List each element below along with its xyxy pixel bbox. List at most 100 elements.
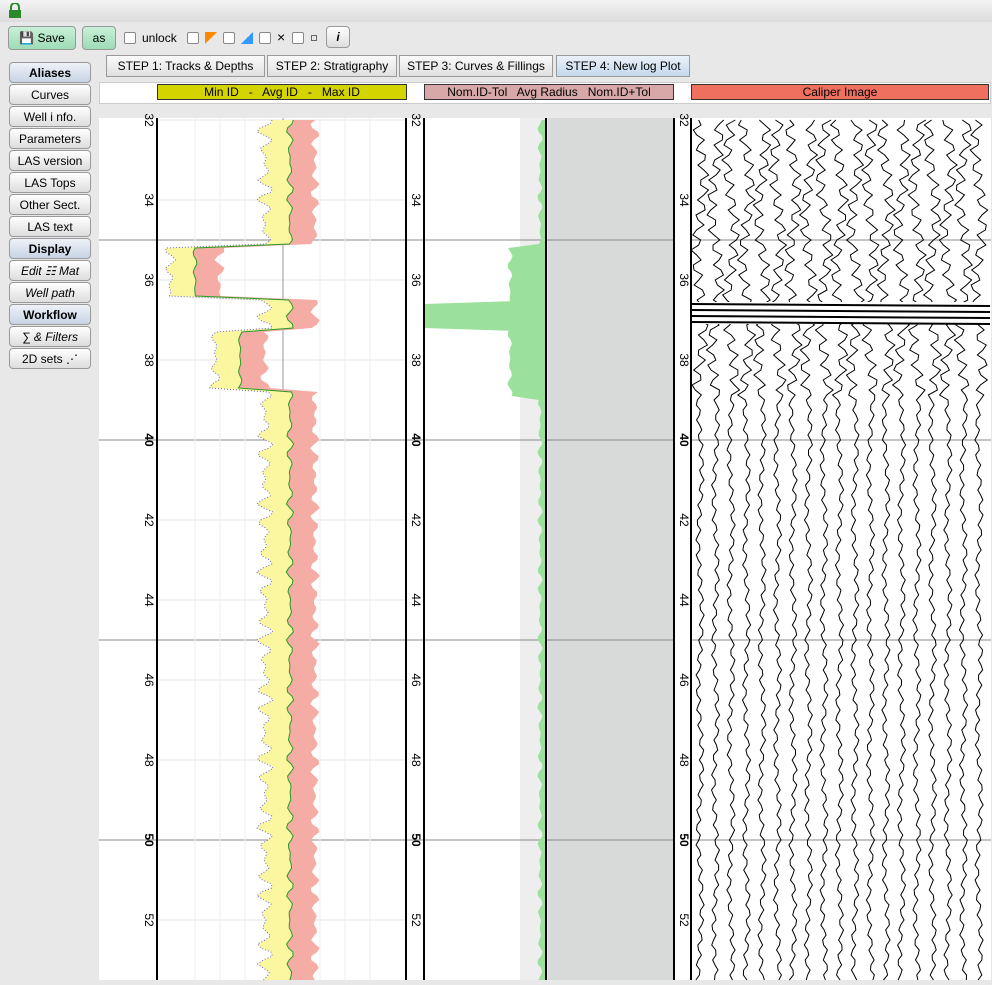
sidebar-item[interactable]: ∑ & Filters — [9, 326, 91, 347]
sidebar-item[interactable]: Edit ☷ Mat — [9, 260, 91, 281]
depth-label: 36 — [142, 273, 156, 287]
tab[interactable]: STEP 3: Curves & Fillings — [399, 55, 553, 77]
caliper-streak — [690, 303, 991, 307]
depth-label: 34 — [409, 193, 423, 207]
caliper-trace — [907, 119, 927, 981]
depth-label: 32 — [142, 113, 156, 127]
as-button[interactable]: as — [82, 26, 116, 50]
min-avg-fill — [165, 120, 294, 980]
avg-curve — [192, 119, 295, 981]
track-header: Nom.ID-Tol Avg Radius Nom.ID+Tol — [424, 84, 674, 100]
depth-label: 38 — [142, 353, 156, 367]
sidebar-item[interactable]: Curves — [9, 84, 91, 105]
radius-spike — [424, 300, 546, 332]
depth-label: 32 — [409, 113, 423, 127]
checkbox[interactable] — [187, 32, 199, 44]
depth-label: 32 — [677, 113, 691, 127]
radius-fill — [507, 120, 546, 980]
caliper-trace — [953, 119, 973, 981]
caliper-trace — [784, 119, 803, 981]
sidebar-item[interactable]: Well path — [9, 282, 91, 303]
unlock-checkbox[interactable] — [124, 32, 136, 44]
save-button[interactable]: 💾 Save — [8, 26, 76, 50]
tab[interactable]: STEP 2: Stratigraphy — [267, 55, 397, 77]
sidebar-item[interactable]: Aliases — [9, 62, 91, 83]
depth-label: 34 — [142, 193, 156, 207]
caliper-streak — [690, 309, 991, 313]
depth-label: 36 — [677, 273, 691, 287]
caliper-trace — [891, 119, 911, 981]
checkbox[interactable] — [259, 32, 271, 44]
sidebar-item[interactable]: LAS version — [9, 150, 91, 171]
info-button[interactable]: i — [326, 26, 350, 48]
caliper-trace — [798, 119, 819, 981]
tab[interactable]: STEP 4: New log Plot — [556, 55, 690, 77]
depth-label: 38 — [677, 353, 691, 367]
caliper-trace — [829, 119, 850, 981]
depth-label: 46 — [409, 673, 423, 687]
track-header: Caliper Image — [691, 84, 989, 100]
depth-label: 40 — [677, 433, 691, 447]
caliper-trace — [767, 119, 788, 981]
caliper-trace — [690, 119, 710, 981]
caliper-trace — [938, 119, 958, 981]
caliper-trace — [736, 119, 757, 981]
depth-label: 44 — [677, 593, 691, 607]
sidebar-item[interactable]: Other Sect. — [9, 194, 91, 215]
caliper-trace — [969, 119, 989, 981]
avg-max-fill — [193, 120, 320, 980]
depth-label: 44 — [409, 593, 423, 607]
cross-icon: × — [277, 29, 286, 45]
depth-label: 44 — [142, 593, 156, 607]
fill-icon — [205, 32, 217, 44]
unlock-label: unlock — [142, 31, 177, 45]
depth-label: 48 — [142, 753, 156, 767]
depth-label: 50 — [142, 833, 156, 847]
depth-label: 34 — [677, 193, 691, 207]
depth-label: 36 — [409, 273, 423, 287]
depth-label: 40 — [142, 433, 156, 447]
sidebar-item[interactable]: LAS text — [9, 216, 91, 237]
lock-icon — [9, 3, 21, 18]
depth-label: 40 — [409, 433, 423, 447]
depth-label: 52 — [409, 913, 423, 927]
tab[interactable]: STEP 1: Tracks & Depths — [106, 55, 265, 77]
sidebar-item[interactable]: LAS Tops — [9, 172, 91, 193]
title-bar — [0, 0, 992, 22]
sidebar-item[interactable]: Workflow — [9, 304, 91, 325]
depth-label: 42 — [409, 513, 423, 527]
track-header: Min ID - Avg ID - Max ID — [157, 84, 407, 100]
caliper-trace — [861, 119, 880, 981]
caliper-trace — [721, 119, 741, 981]
depth-label: 52 — [142, 913, 156, 927]
checkbox[interactable] — [223, 32, 235, 44]
square-icon — [311, 35, 317, 41]
sidebar-item[interactable]: Well i nfo. — [9, 106, 91, 127]
depth-label: 50 — [409, 833, 423, 847]
pipe-wall — [548, 118, 674, 980]
checkbox[interactable] — [292, 32, 304, 44]
depth-label: 50 — [677, 833, 691, 847]
sidebar-item[interactable]: Parameters — [9, 128, 91, 149]
sidebar-item[interactable]: 2D sets ⋰ — [9, 348, 91, 369]
depth-label: 48 — [677, 753, 691, 767]
min-curve — [164, 119, 275, 981]
depth-label: 48 — [409, 753, 423, 767]
caliper-trace — [705, 119, 726, 981]
caliper-streak — [690, 315, 991, 319]
depth-label: 52 — [677, 913, 691, 927]
caliper-trace — [876, 119, 896, 981]
depth-label: 38 — [409, 353, 423, 367]
caliper-trace — [814, 119, 834, 981]
caliper-trace — [752, 119, 772, 981]
sidebar-item[interactable]: Display — [9, 238, 91, 259]
caliper-streak — [690, 321, 991, 325]
depth-label: 46 — [677, 673, 691, 687]
caliper-trace — [922, 119, 943, 981]
depth-label: 46 — [142, 673, 156, 687]
depth-label: 42 — [677, 513, 691, 527]
save-label: Save — [37, 31, 65, 45]
fill-icon — [241, 32, 253, 44]
